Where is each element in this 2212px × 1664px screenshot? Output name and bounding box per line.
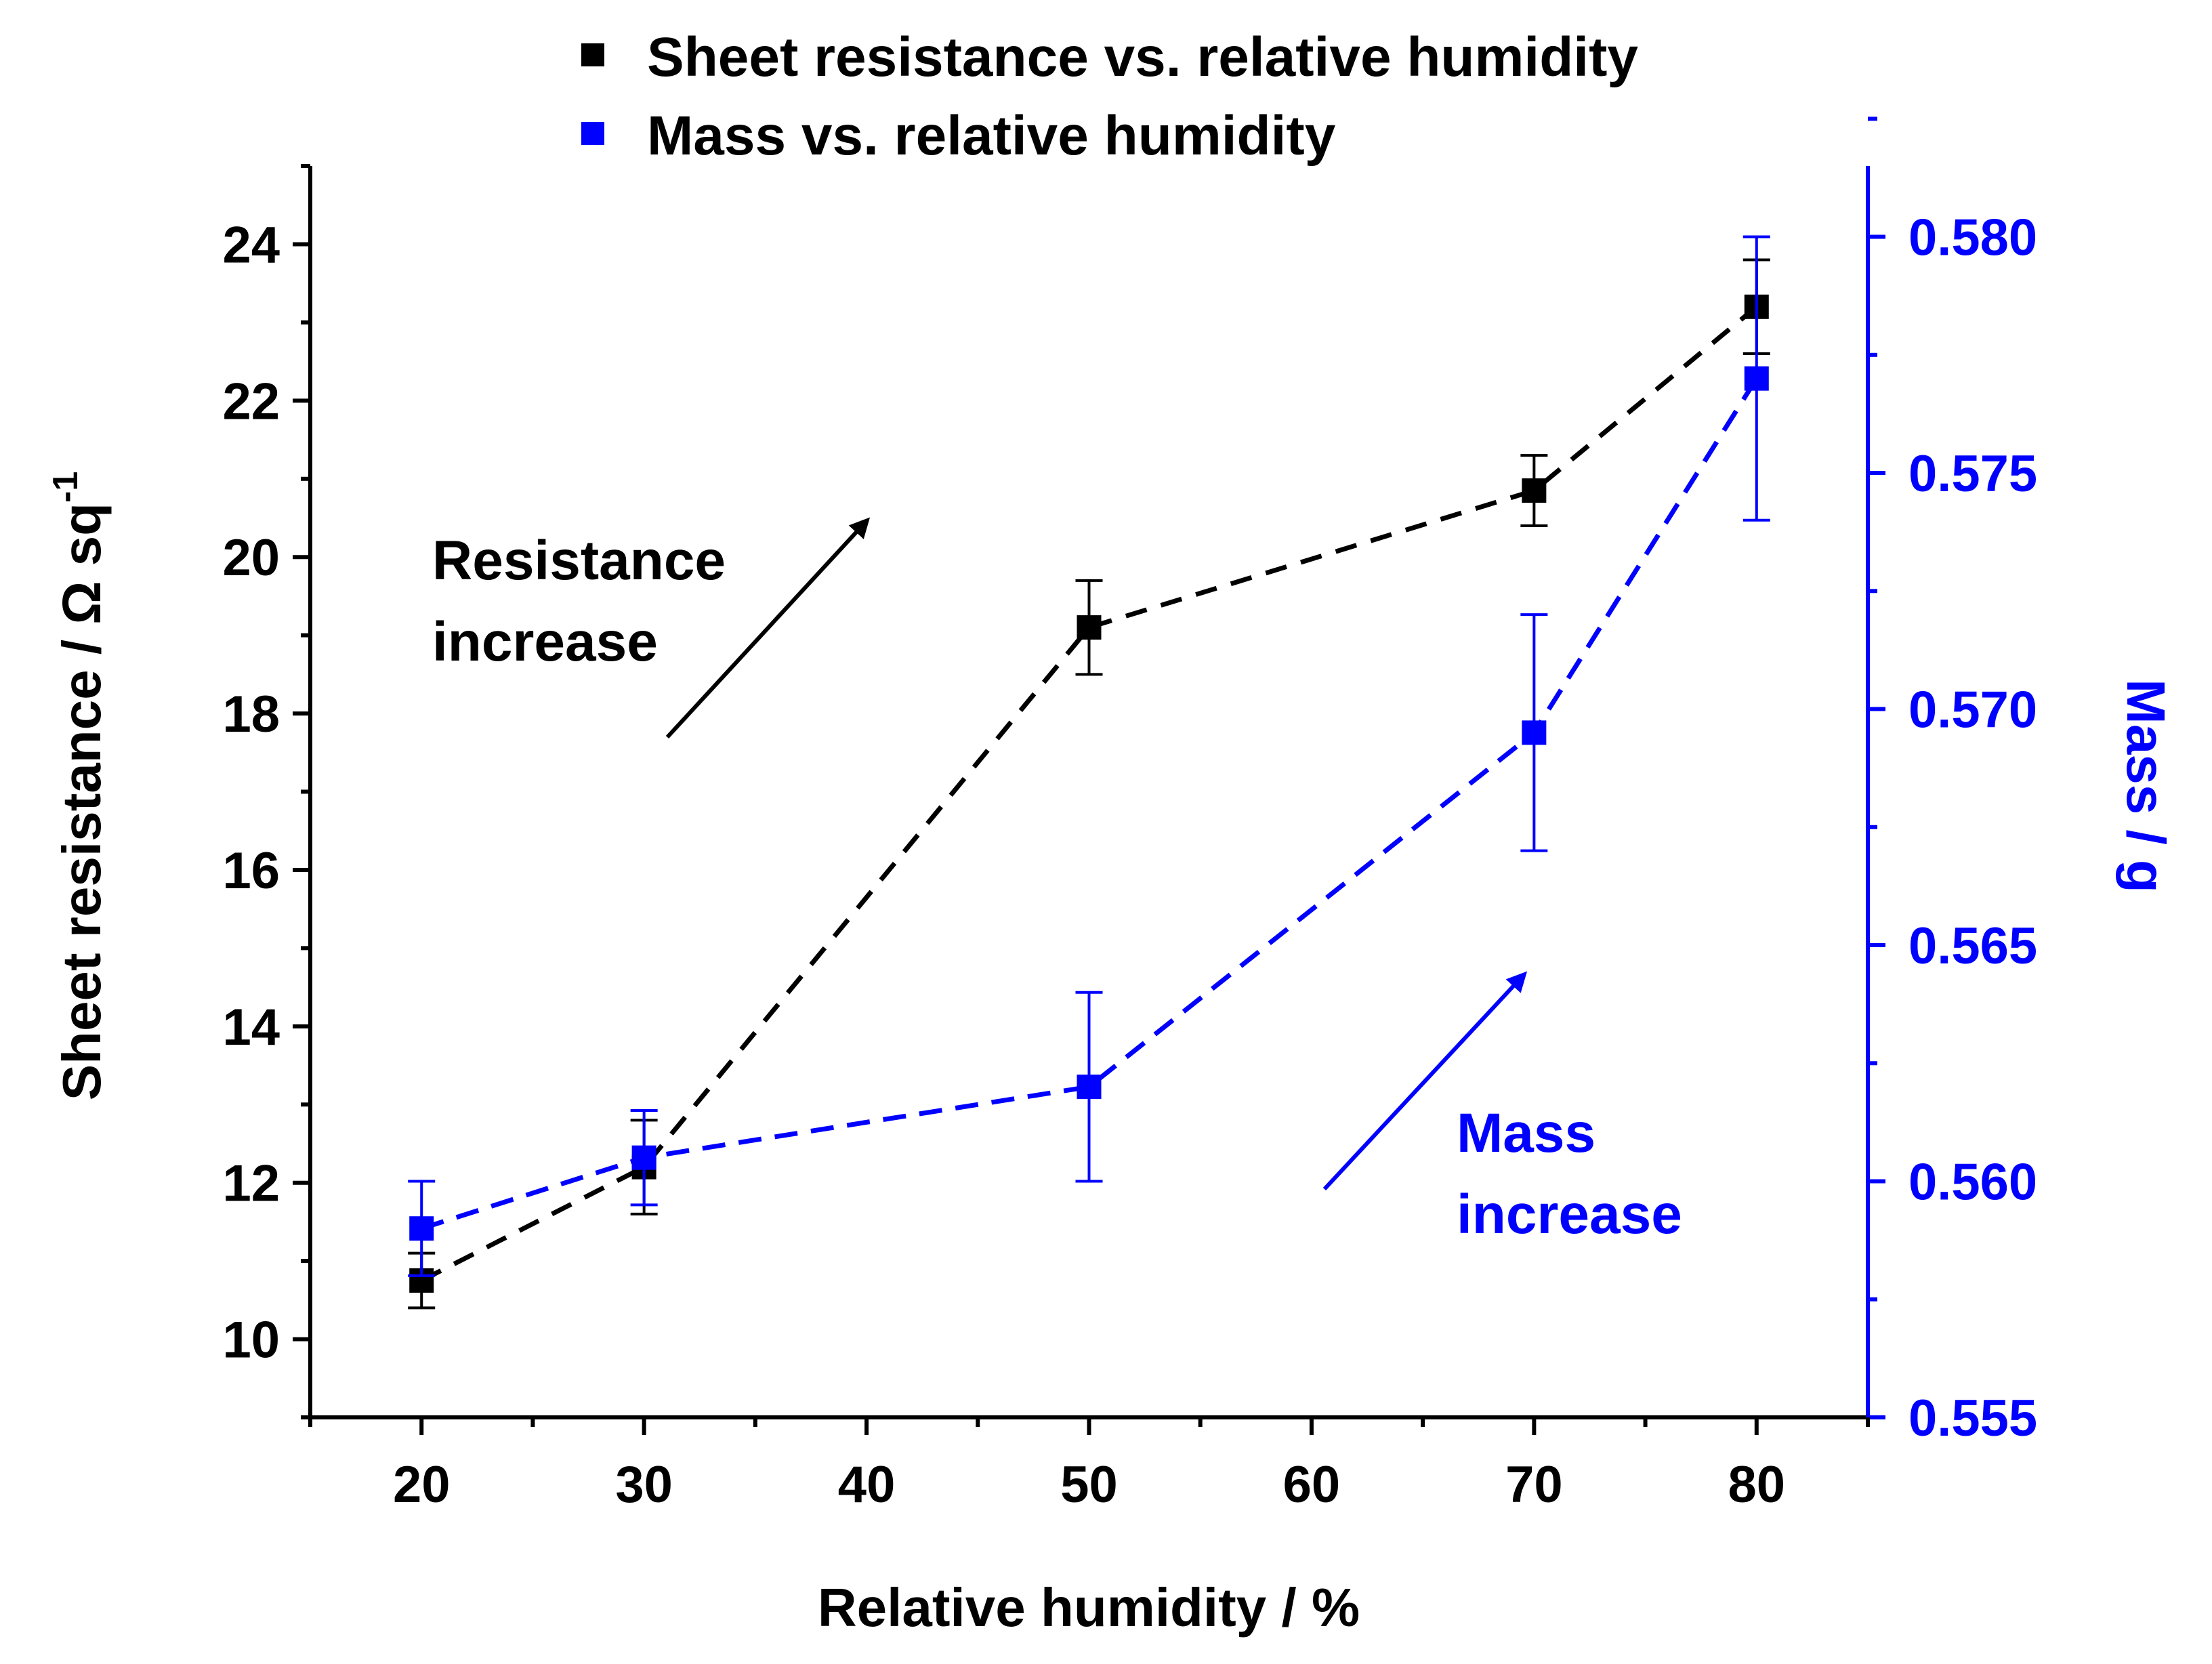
annotation-resistance-line1: Resistance <box>432 530 726 591</box>
bottom-tick-label: 20 <box>393 1456 451 1514</box>
resistance-series-line <box>420 305 1759 1283</box>
left-tick-label: 14 <box>222 999 280 1056</box>
left-tick-label: 24 <box>222 216 280 274</box>
right-tick-label: 0.570 <box>1908 682 2037 739</box>
mass-series-line <box>421 377 1759 1231</box>
resistance-data-point <box>1522 478 1547 503</box>
legend-label-mass: Mass vs. relative humidity <box>647 105 1336 167</box>
resistance-data-point <box>1077 615 1102 640</box>
left-tick-label: 10 <box>222 1312 280 1369</box>
left-tick-label: 12 <box>222 1155 280 1213</box>
x-axis-title: Relative humidity / % <box>818 1577 1360 1638</box>
right-tick-label: 0.580 <box>1908 209 2037 267</box>
left-tick-label: 22 <box>222 373 280 430</box>
mass-data-point <box>631 1145 656 1170</box>
bottom-axis-ticks: 20 30 40 50 60 70 80 <box>308 1417 1870 1514</box>
left-tick-label: 18 <box>222 686 280 743</box>
annotation-mass-line1: Mass <box>1457 1102 1595 1164</box>
right-tick-label: 0.560 <box>1908 1154 2037 1211</box>
y-right-axis-title: Mass / g <box>2116 679 2176 893</box>
right-tick-label: 0.565 <box>1908 917 2037 975</box>
annotation-mass: Mass increase <box>1322 971 1682 1245</box>
mass-data-point <box>1744 366 1769 391</box>
series-mass <box>408 235 1770 1277</box>
mass-data-point <box>409 1216 434 1241</box>
left-tick-label: 16 <box>222 842 280 900</box>
legend-marker-mass <box>581 122 604 145</box>
right-axis-ticks: 0.555 0.560 0.565 0.570 0.575 0.580 <box>1868 117 2037 1447</box>
annotation-resistance-line2: increase <box>432 611 658 673</box>
mass-data-point <box>1522 720 1547 745</box>
bottom-tick-label: 60 <box>1283 1456 1341 1514</box>
annotation-mass-arrow <box>1322 971 1528 1191</box>
legend-marker-resistance <box>581 43 604 66</box>
right-tick-label: 0.555 <box>1908 1390 2037 1447</box>
left-axis-ticks: 10 12 14 16 18 20 22 24 <box>222 164 310 1419</box>
right-tick-label: 0.575 <box>1908 445 2037 503</box>
legend: Sheet resistance vs. relative humidity M… <box>581 26 1638 167</box>
bottom-tick-label: 40 <box>838 1456 896 1514</box>
annotation-mass-line2: increase <box>1457 1184 1682 1245</box>
left-tick-label: 20 <box>222 529 280 587</box>
bottom-tick-label: 30 <box>615 1456 673 1514</box>
mass-data-point <box>1077 1075 1102 1100</box>
bottom-tick-label: 50 <box>1060 1456 1118 1514</box>
bottom-tick-label: 70 <box>1505 1456 1563 1514</box>
y-left-axis-title: Sheet resistance / Ω sq-1 <box>46 472 112 1101</box>
y-left-axis-title-superscript: -1 <box>46 472 85 503</box>
bottom-tick-label: 80 <box>1728 1456 1786 1514</box>
legend-label-resistance: Sheet resistance vs. relative humidity <box>647 26 1638 88</box>
annotation-resistance: Resistance increase <box>432 517 871 739</box>
y-left-axis-title-base: Sheet resistance / Ω sq <box>51 503 112 1100</box>
annotation-resistance-arrow <box>665 517 871 739</box>
